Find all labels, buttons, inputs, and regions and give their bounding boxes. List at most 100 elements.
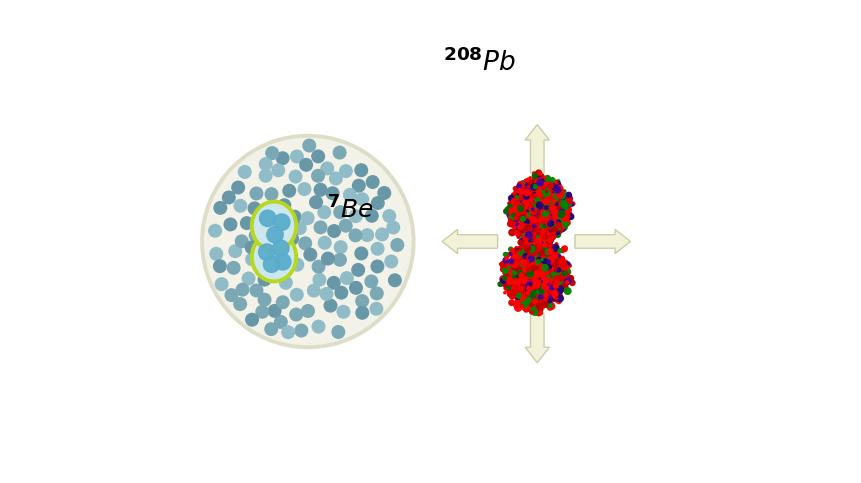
Circle shape	[544, 190, 548, 193]
Circle shape	[547, 267, 550, 270]
Circle shape	[510, 287, 513, 291]
Circle shape	[531, 252, 535, 255]
Circle shape	[543, 222, 549, 227]
Circle shape	[556, 268, 560, 272]
Circle shape	[517, 210, 521, 213]
Circle shape	[536, 232, 538, 234]
Circle shape	[525, 276, 527, 278]
Circle shape	[535, 227, 542, 234]
Circle shape	[556, 261, 558, 264]
Circle shape	[551, 184, 557, 190]
Circle shape	[272, 240, 288, 256]
Circle shape	[536, 277, 541, 282]
Circle shape	[543, 222, 545, 224]
Circle shape	[551, 226, 553, 228]
Circle shape	[545, 194, 550, 199]
Circle shape	[538, 198, 542, 202]
Circle shape	[514, 287, 517, 290]
Circle shape	[544, 258, 551, 265]
Circle shape	[551, 199, 554, 203]
Circle shape	[559, 213, 564, 218]
Circle shape	[551, 191, 557, 198]
Circle shape	[557, 217, 562, 223]
Circle shape	[521, 250, 528, 256]
Circle shape	[522, 200, 528, 206]
Circle shape	[517, 182, 523, 187]
Circle shape	[536, 288, 538, 290]
Circle shape	[512, 216, 517, 222]
Circle shape	[521, 209, 527, 215]
Circle shape	[541, 278, 544, 282]
Circle shape	[523, 269, 530, 276]
Circle shape	[536, 192, 538, 195]
Circle shape	[537, 253, 541, 256]
Circle shape	[530, 228, 536, 234]
Circle shape	[534, 187, 537, 190]
Circle shape	[533, 199, 538, 204]
Circle shape	[526, 266, 530, 270]
Circle shape	[538, 295, 542, 299]
Circle shape	[548, 281, 551, 284]
Circle shape	[553, 181, 559, 186]
Circle shape	[512, 222, 517, 227]
Circle shape	[513, 256, 518, 261]
Circle shape	[547, 257, 553, 264]
Circle shape	[547, 272, 549, 274]
Circle shape	[546, 229, 548, 232]
Circle shape	[505, 207, 510, 212]
Circle shape	[523, 286, 529, 291]
Circle shape	[523, 228, 527, 233]
Circle shape	[543, 297, 547, 300]
Circle shape	[530, 258, 532, 260]
Circle shape	[521, 202, 524, 206]
Circle shape	[388, 274, 400, 286]
Circle shape	[545, 260, 548, 263]
Circle shape	[524, 205, 529, 210]
Circle shape	[337, 306, 350, 318]
Circle shape	[294, 222, 306, 234]
Circle shape	[516, 218, 522, 224]
Circle shape	[552, 218, 557, 223]
Circle shape	[526, 212, 529, 214]
Circle shape	[518, 289, 524, 296]
Circle shape	[536, 304, 542, 310]
Circle shape	[523, 291, 530, 297]
Circle shape	[525, 301, 532, 308]
Circle shape	[506, 282, 512, 287]
Circle shape	[547, 203, 550, 206]
Circle shape	[542, 277, 546, 281]
Circle shape	[259, 210, 276, 227]
Circle shape	[534, 211, 540, 217]
Circle shape	[523, 223, 529, 229]
Circle shape	[533, 215, 539, 221]
Circle shape	[515, 252, 518, 256]
Circle shape	[540, 282, 546, 288]
Circle shape	[519, 258, 525, 264]
Circle shape	[519, 281, 522, 283]
Circle shape	[516, 293, 521, 298]
Circle shape	[538, 299, 541, 302]
Circle shape	[523, 290, 530, 297]
Circle shape	[545, 258, 548, 261]
Circle shape	[557, 222, 562, 227]
Circle shape	[552, 183, 555, 187]
Circle shape	[543, 216, 548, 221]
Circle shape	[539, 264, 543, 268]
Circle shape	[519, 267, 524, 272]
Circle shape	[518, 255, 524, 262]
Circle shape	[511, 276, 515, 281]
Circle shape	[511, 275, 515, 278]
Circle shape	[516, 284, 520, 288]
Circle shape	[537, 189, 543, 195]
Circle shape	[560, 198, 562, 201]
Circle shape	[509, 270, 511, 273]
Circle shape	[530, 186, 531, 188]
Circle shape	[511, 266, 517, 272]
Circle shape	[540, 205, 542, 209]
Circle shape	[537, 224, 541, 227]
Circle shape	[550, 216, 553, 219]
Circle shape	[222, 191, 235, 204]
Circle shape	[531, 210, 536, 215]
Circle shape	[548, 275, 554, 281]
Circle shape	[511, 280, 516, 284]
